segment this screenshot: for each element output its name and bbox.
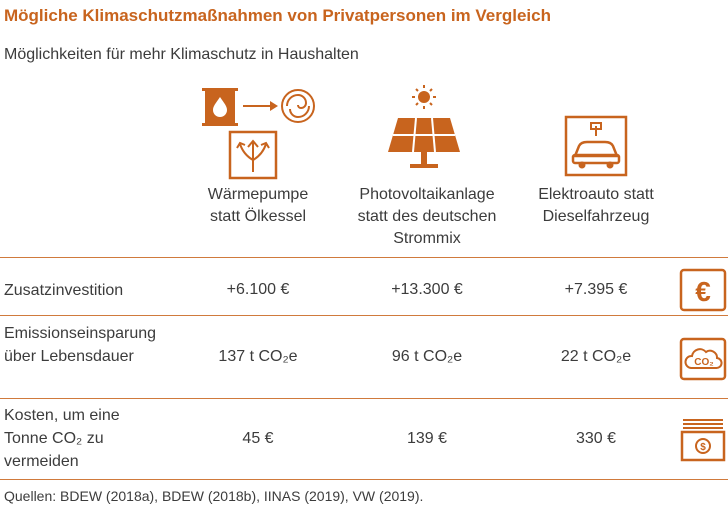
electric-car-icon xyxy=(563,114,629,180)
column-label-photovoltaic: Photovoltaikanlage statt des deutschen S… xyxy=(357,186,497,247)
row-label-investment: Zusatzinvestition xyxy=(4,282,124,299)
solar-panel-icon xyxy=(384,82,464,174)
coin-symbol: $ xyxy=(700,442,706,453)
euro-symbol: € xyxy=(695,276,711,307)
money-bills-icon: $ xyxy=(679,416,727,462)
cell-investment-ecar: +7.395 € xyxy=(564,281,628,298)
cell-emissions-ecar: 22 t CO₂e xyxy=(560,348,632,365)
oil-to-heatpump-icon xyxy=(200,84,320,184)
row-label-emissions: Emissionseinsparung über Lebensdauer xyxy=(4,325,157,365)
cell-cost-ecar: 330 € xyxy=(575,430,617,447)
cell-investment-photovoltaic: +13.300 € xyxy=(391,281,463,298)
page-title: Mögliche Klimaschutzmaßnahmen von Privat… xyxy=(4,6,551,25)
cell-emissions-photovoltaic: 96 t CO₂e xyxy=(391,348,463,365)
divider-row2 xyxy=(0,398,728,399)
co2-cloud-icon: CO₂ xyxy=(679,337,727,381)
cell-cost-heatpump: 45 € xyxy=(242,430,274,447)
column-label-heatpump: Wärmepumpe statt Ölkessel xyxy=(207,186,309,225)
cell-emissions-heatpump: 137 t CO₂e xyxy=(218,348,298,365)
page-subtitle: Möglichkeiten für mehr Klimaschutz in Ha… xyxy=(4,46,359,63)
row-label-cost-per-ton: Kosten, um eine Tonne CO₂ zu vermeiden xyxy=(4,407,120,470)
divider-bottom xyxy=(0,479,728,480)
divider-header xyxy=(0,257,728,258)
cell-cost-photovoltaic: 139 € xyxy=(406,430,448,447)
column-label-ecar: Elektroauto statt Dieselfahrzeug xyxy=(538,186,654,225)
cell-investment-heatpump: +6.100 € xyxy=(226,281,290,298)
source-note: Quellen: BDEW (2018a), BDEW (2018b), IIN… xyxy=(4,488,424,504)
euro-icon: € xyxy=(679,268,727,312)
divider-row1 xyxy=(0,315,728,316)
co2-symbol: CO₂ xyxy=(694,357,713,368)
